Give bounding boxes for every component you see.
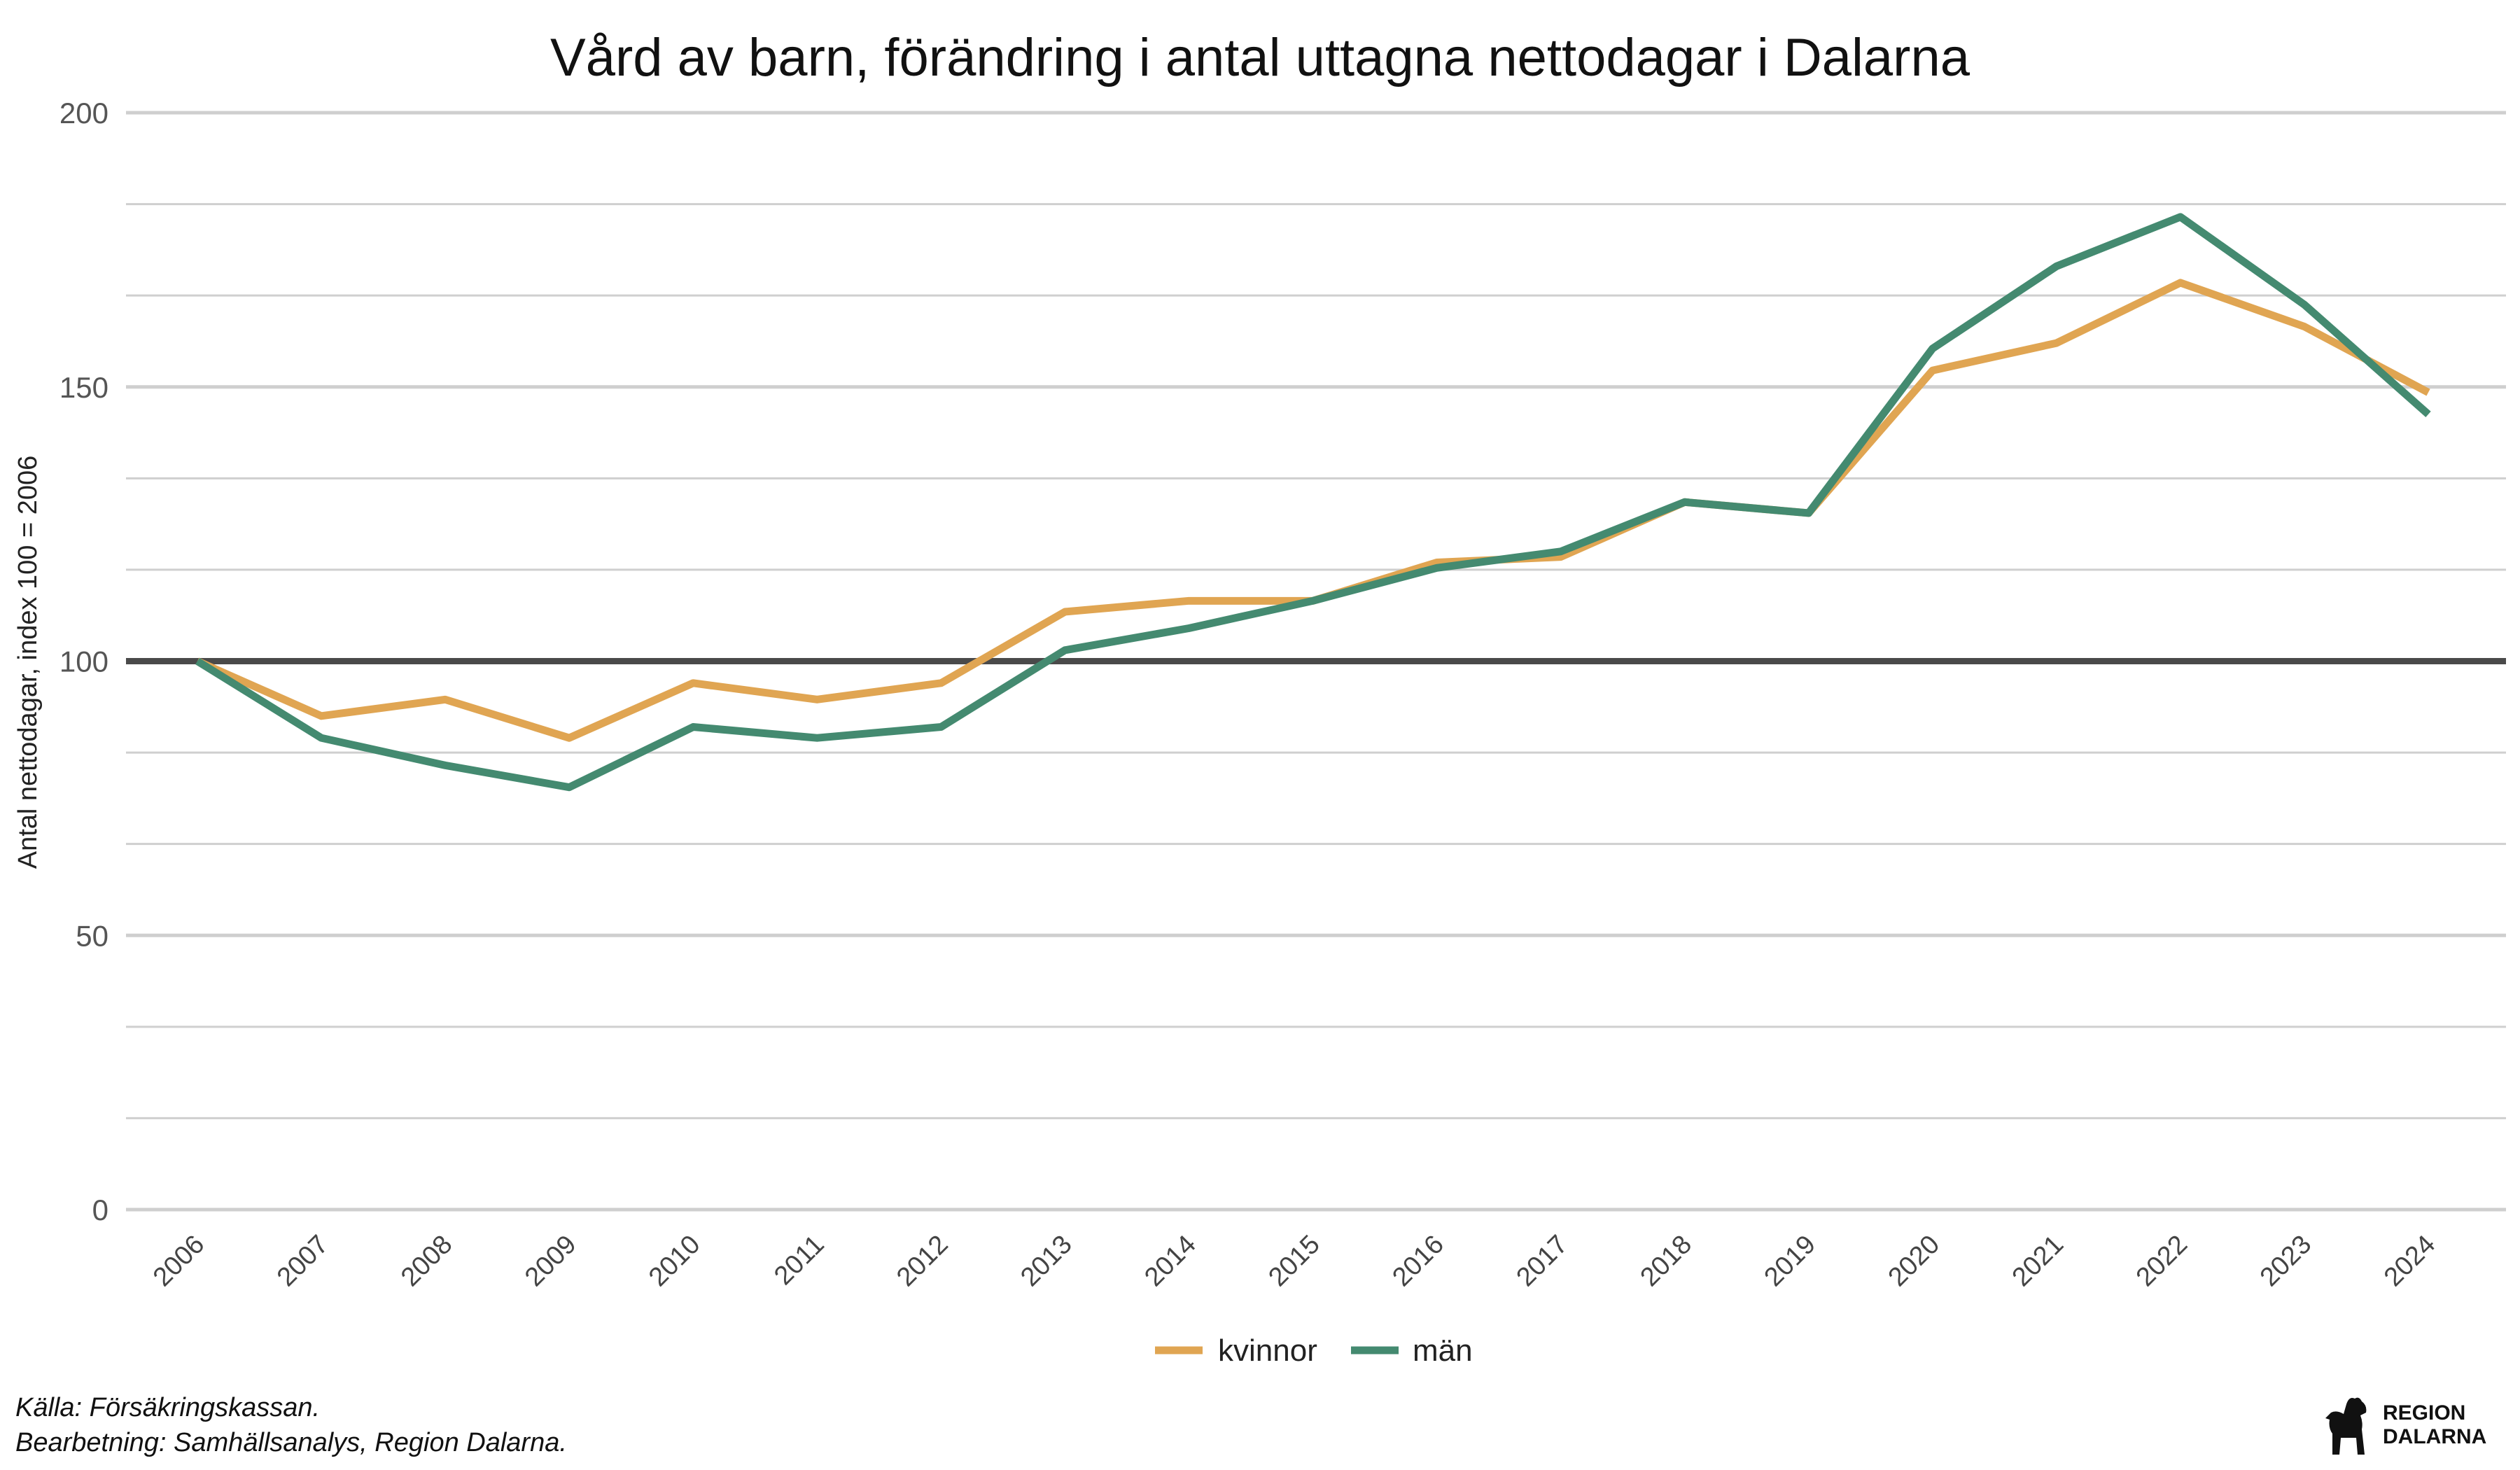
y-tick-label: 200	[59, 97, 108, 130]
x-tick-label: 2014	[1139, 1230, 1201, 1292]
region-dalarna-logo: REGION DALARNA	[2323, 1392, 2505, 1462]
x-tick-label: 2023	[2255, 1230, 2317, 1292]
x-tick-label: 2024	[2379, 1230, 2441, 1292]
x-tick-label: 2013	[1015, 1230, 1077, 1292]
x-tick-label: 2022	[2131, 1230, 2193, 1292]
source-line: Källa: Försäkringskassan.	[15, 1393, 321, 1422]
x-tick-label: 2007	[272, 1230, 334, 1292]
logo-line2: DALARNA	[2383, 1425, 2487, 1448]
x-tick-label: 2012	[891, 1230, 953, 1292]
y-tick-label: 0	[92, 1194, 108, 1226]
y-tick-label: 100	[59, 645, 108, 678]
x-tick-label: 2020	[1883, 1230, 1945, 1292]
series-line-man	[195, 213, 2431, 792]
x-tick-label: 2006	[148, 1230, 210, 1292]
y-tick-label: 50	[76, 919, 108, 952]
x-tick-label: 2015	[1263, 1230, 1325, 1292]
logo-line1: REGION	[2383, 1401, 2466, 1424]
chart-title: Vård av barn, förändring i antal uttagna…	[550, 28, 1970, 88]
x-tick-label: 2010	[643, 1230, 706, 1292]
x-tick-label: 2016	[1387, 1230, 1449, 1292]
legend-label-kvinnor: kvinnor	[1218, 1334, 1317, 1368]
series-lines	[195, 213, 2431, 792]
x-tick-label: 2017	[1511, 1230, 1573, 1292]
x-tick-label: 2009	[519, 1230, 582, 1292]
x-tick-label: 2019	[1759, 1230, 1821, 1292]
dala-horse-icon	[2325, 1397, 2367, 1455]
y-axis-label: Antal nettodagar, index 100 = 2006	[13, 456, 43, 869]
x-tick-label: 2008	[396, 1230, 458, 1292]
x-axis-ticks: 2006 2007 2008 2009 2010 2011 2012 2013 2014 2015…	[148, 1230, 2441, 1292]
legend: kvinnor män	[1155, 1334, 1473, 1368]
series-line-kvinnor	[195, 279, 2430, 742]
y-tick-label: 150	[59, 371, 108, 404]
x-tick-label: 2021	[2007, 1230, 2069, 1292]
y-axis-ticks: 0 50 100 150 200	[59, 97, 108, 1226]
x-tick-label: 2018	[1635, 1230, 1698, 1292]
x-tick-label: 2011	[769, 1230, 830, 1291]
processing-line: Bearbetning: Samhällsanalys, Region Dala…	[15, 1428, 567, 1457]
logo-text: REGION DALARNA	[2383, 1401, 2486, 1449]
legend-label-man: män	[1413, 1334, 1473, 1368]
